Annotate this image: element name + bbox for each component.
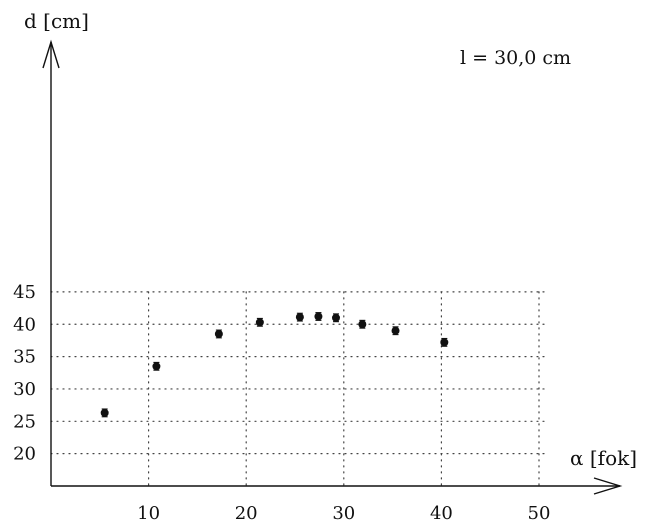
x-axis-arrowhead bbox=[593, 477, 623, 495]
data-point-marker bbox=[295, 313, 304, 322]
data-point-marker bbox=[331, 313, 340, 322]
y-tick-label-45: 45 bbox=[13, 282, 36, 303]
y-axis-arrowhead bbox=[42, 39, 60, 69]
data-point-marker bbox=[214, 329, 223, 338]
x-axis-title: α [fok] bbox=[570, 446, 637, 470]
data-point-4 bbox=[255, 317, 264, 327]
y-tick-label-20: 20 bbox=[13, 444, 36, 465]
data-point-8 bbox=[358, 319, 367, 329]
data-point-6 bbox=[314, 312, 323, 321]
data-point-10 bbox=[440, 337, 449, 347]
data-point-1 bbox=[100, 408, 109, 418]
data-point-marker bbox=[152, 362, 161, 371]
axes bbox=[42, 39, 623, 495]
data-point-3 bbox=[214, 329, 223, 339]
y-tick-label-25: 25 bbox=[13, 411, 36, 432]
data-point-marker bbox=[255, 318, 264, 327]
y-tick-label-30: 30 bbox=[13, 379, 36, 400]
data-point-5 bbox=[295, 312, 304, 322]
grid bbox=[50, 291, 548, 487]
y-axis-title: d [cm] bbox=[24, 9, 89, 33]
data-point-marker bbox=[391, 326, 400, 335]
x-tick-label-40: 40 bbox=[430, 503, 453, 521]
x-tick-label-50: 50 bbox=[528, 503, 551, 521]
x-tick-label-10: 10 bbox=[137, 503, 160, 521]
length-annotation: l = 30,0 cm bbox=[460, 47, 571, 69]
data-points bbox=[100, 312, 449, 418]
y-tick-label-40: 40 bbox=[13, 314, 36, 335]
data-point-marker bbox=[100, 408, 109, 417]
data-point-marker bbox=[440, 338, 449, 347]
tick-labels: 10 20 30 40 50 20 25 30 35 40 45 bbox=[13, 282, 550, 521]
data-point-marker bbox=[314, 312, 323, 321]
y-tick-label-35: 35 bbox=[13, 347, 36, 368]
x-tick-label-30: 30 bbox=[332, 503, 355, 521]
data-point-7 bbox=[331, 313, 340, 323]
data-point-9 bbox=[391, 326, 400, 336]
data-point-2 bbox=[152, 361, 161, 371]
data-point-marker bbox=[358, 320, 367, 329]
x-tick-label-20: 20 bbox=[235, 503, 258, 521]
